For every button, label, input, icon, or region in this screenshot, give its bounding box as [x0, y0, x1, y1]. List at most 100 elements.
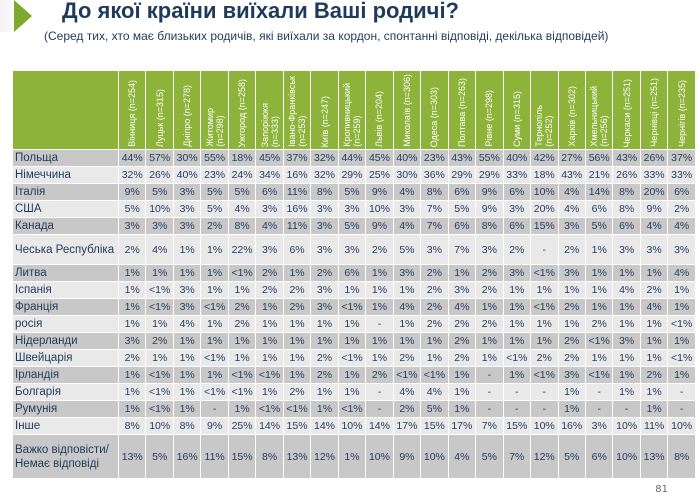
table-cell: 2% [557, 332, 586, 350]
table-row: Іспанія 1% <1% 3% 1% 1% 2% 2% 3% 1% 1% 1% 2% 3% 2% 1% 1%… [12, 281, 696, 299]
table-cell: 14% [255, 417, 284, 435]
header-corner [12, 70, 119, 150]
table-cell: 1% [667, 281, 696, 299]
table-cell: 1% [420, 332, 449, 350]
table-cell: 14% [310, 417, 339, 435]
table-cell: 13% [282, 434, 312, 479]
table-cell: 1% [612, 366, 641, 384]
table-cell: 1% [310, 383, 339, 401]
column-header-label: Львів (n=204) [374, 91, 385, 147]
table-row: Румунія 1% <1% 1% -1% <1% <1% 1% <1% -2% 5% 1% - - -1%… [12, 400, 696, 418]
row-label: Канада [12, 217, 119, 235]
column-header-label: Ужгород (n=258) [237, 78, 248, 147]
table-cell: 8% [667, 434, 696, 479]
table-cell: 6% [447, 217, 477, 235]
table-cell: 1% [337, 332, 367, 350]
table-cell: - [667, 400, 696, 418]
table-cell: 2% [639, 281, 669, 299]
table-cell: 3% [612, 332, 641, 350]
table-cell: 1% [502, 366, 532, 384]
table-cell: 2% [392, 400, 422, 418]
table-cell: 8% [117, 417, 147, 435]
table-cell: <1% [337, 349, 367, 367]
table-cell: 55% [475, 149, 504, 167]
table-cell: 1% [420, 349, 449, 367]
column-header: Львів (n=204) [365, 70, 394, 150]
table-row: США 5% 10% 3% 5% 4% 3% 16% 3% 3% 10% 3% 7% 5% 9% 3% 20% 4… [12, 200, 696, 218]
table-cell: <1% [530, 298, 559, 316]
column-header-label: Хмельницький (n=256) [589, 86, 610, 147]
table-row: Важко відповісти/Немає відповіді 13% 5% 16%… [12, 434, 696, 479]
table-cell: 3% [310, 281, 339, 299]
table-cell: 1% [557, 281, 586, 299]
column-header: Луцьк (n=315) [145, 70, 174, 150]
table-cell: - [200, 400, 229, 418]
table-cell: 10% [365, 434, 394, 479]
table-cell: 1% [145, 264, 174, 282]
table-cell: 10% [667, 417, 696, 435]
table-cell: 1% [612, 349, 641, 367]
row-label: росія [12, 315, 119, 333]
column-header: Хмельницький (n=256) [584, 70, 614, 150]
page-title: До якої країни виїхали Ваші родичі? [62, 0, 459, 23]
table-cell: 4% [639, 298, 669, 316]
table-cell: 4% [392, 217, 422, 235]
table-cell: 1% [557, 400, 586, 418]
table-cell: 1% [282, 349, 312, 367]
table-cell: <1% [227, 366, 257, 384]
table-cell: 3% [667, 234, 696, 265]
table-cell: 57% [145, 149, 174, 167]
table-cell: <1% [145, 383, 174, 401]
table-cell: <1% [337, 400, 367, 418]
table-cell: 1% [612, 298, 641, 316]
column-header-label: Чернігів (n=235) [676, 80, 687, 147]
table-cell: 23% [200, 166, 229, 184]
table-cell: 2% [255, 264, 284, 282]
table-cell: 4% [557, 200, 586, 218]
table-cell: 32% [117, 166, 147, 184]
arrow-icon [14, 0, 32, 32]
table-cell: 1% [337, 315, 367, 333]
table-cell: 4% [612, 281, 641, 299]
column-header: Житомир (n=298) [200, 70, 229, 150]
table-cell: 2% [475, 264, 504, 282]
column-header: Суми (n=315) [502, 70, 532, 150]
table-cell: 2% [392, 349, 422, 367]
table-cell: 1% [117, 281, 147, 299]
column-header: Тернопіль (n=252) [530, 70, 559, 150]
table-cell: <1% [502, 349, 532, 367]
table-body: Польща 44% 57% 30% 55% 18% 45% 37% 32% 44% 45% 40% 2… [12, 149, 696, 479]
table-cell: <1% [392, 366, 422, 384]
table-cell: 43% [612, 149, 641, 167]
row-label: Польща [12, 149, 119, 167]
table-cell: - [475, 366, 504, 384]
table-cell: 3% [255, 234, 284, 265]
table-cell: 10% [365, 200, 394, 218]
table-cell: <1% [145, 400, 174, 418]
table-cell: 1% [502, 281, 532, 299]
table-cell: 6% [667, 183, 696, 201]
table-cell: 8% [612, 200, 641, 218]
table-cell: 1% [227, 349, 257, 367]
row-label: Швейцарія [12, 349, 119, 367]
table-cell: 3% [557, 264, 586, 282]
table-cell: <1% [667, 315, 696, 333]
table-cell: 3% [117, 332, 147, 350]
table-cell: <1% [145, 366, 174, 384]
table-cell: 2% [117, 349, 147, 367]
row-label: США [12, 200, 119, 218]
table-cell: 11% [282, 217, 312, 235]
row-label: Болгарія [12, 383, 119, 401]
table-cell: 2% [447, 332, 477, 350]
table-cell: 1% [475, 349, 504, 367]
table-cell: 1% [530, 281, 559, 299]
table-cell: <1% [667, 349, 696, 367]
page-subtitle: (Серед тих, хто має близьких родичів, як… [44, 29, 609, 43]
table-cell: 1% [282, 366, 312, 384]
row-label: Інше [12, 417, 119, 435]
table-cell: 1% [172, 332, 202, 350]
table-cell: 5% [200, 183, 229, 201]
table-cell: 37% [667, 149, 696, 167]
table-cell: 15% [530, 217, 559, 235]
table-cell: 2% [145, 332, 174, 350]
